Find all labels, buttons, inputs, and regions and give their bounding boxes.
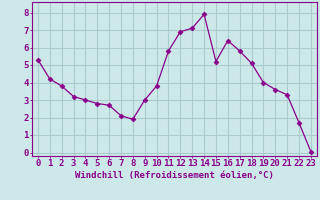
X-axis label: Windchill (Refroidissement éolien,°C): Windchill (Refroidissement éolien,°C) [75, 171, 274, 180]
